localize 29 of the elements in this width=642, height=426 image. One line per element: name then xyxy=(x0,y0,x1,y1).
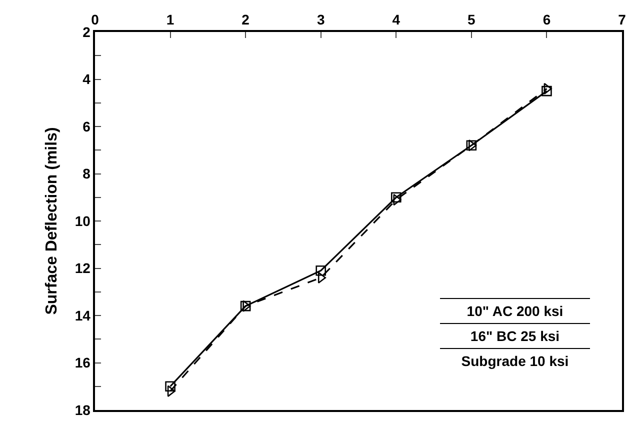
y-tick-label: 10 xyxy=(74,212,91,229)
annotation: 10" AC 200 ksi xyxy=(466,302,564,321)
y-tick-label: 6 xyxy=(82,118,91,134)
y-tick-label: 8 xyxy=(82,166,91,182)
point xyxy=(167,385,176,397)
y-axis-title: Surface Deflection (mils) xyxy=(43,127,60,315)
x-tick-label: 7 xyxy=(618,12,626,28)
x-tick-label: 6 xyxy=(542,12,551,28)
point xyxy=(390,192,402,203)
point xyxy=(316,265,326,276)
x-tick-label: 3 xyxy=(316,12,325,28)
y-tick-label: 2 xyxy=(82,24,91,40)
y-tick-label: 16 xyxy=(74,354,91,371)
x-tick-label: 1 xyxy=(166,12,174,28)
x-tick-label: 4 xyxy=(392,12,400,28)
y-tick-label: 12 xyxy=(74,260,91,276)
point xyxy=(318,272,326,284)
point xyxy=(165,381,176,392)
y-tick-label: 4 xyxy=(82,71,91,88)
annotation: Subgrade 10 ksi xyxy=(460,352,570,371)
point xyxy=(240,300,251,312)
point xyxy=(242,300,251,312)
y-tick-label: 18 xyxy=(74,402,91,418)
x-tick-label: 2 xyxy=(242,12,250,28)
x-tick-label: 5 xyxy=(468,12,476,28)
x-tick-label: 0 xyxy=(91,12,100,28)
annotation: 16" BC 25 ksi xyxy=(469,327,561,346)
y-tick-label: 14 xyxy=(74,307,91,324)
point xyxy=(542,86,552,96)
